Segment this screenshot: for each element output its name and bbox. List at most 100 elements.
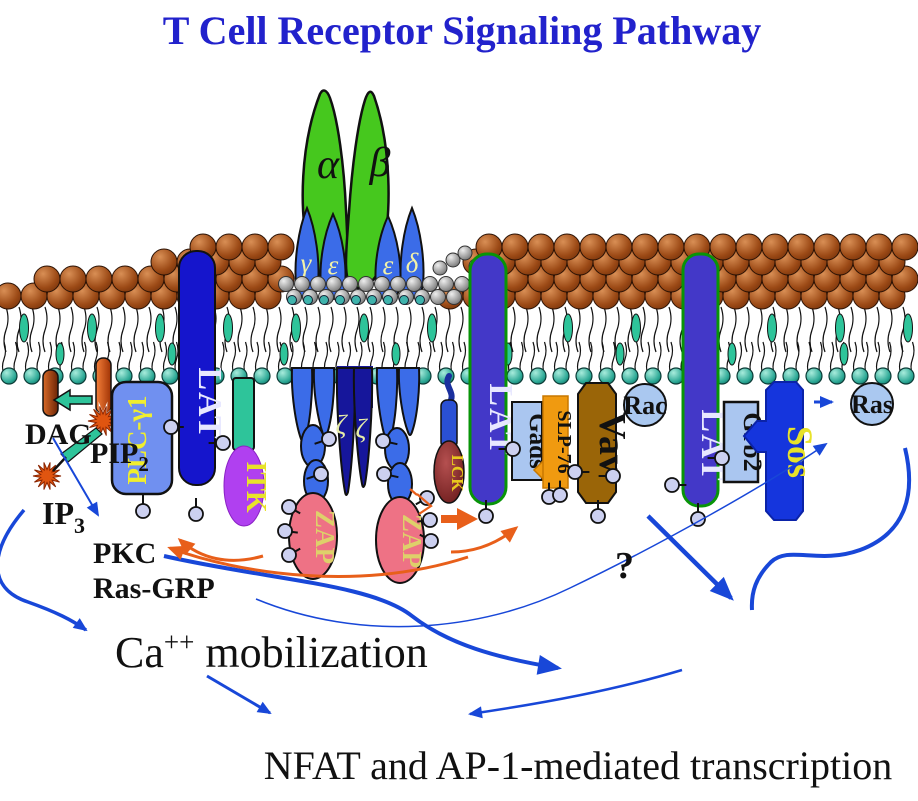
lipid-tail (254, 341, 260, 375)
lipid-head-outer (813, 233, 841, 261)
lipid-tail (24, 341, 30, 375)
lipid-tail (438, 341, 444, 375)
lipid-tail (668, 341, 674, 375)
lat-raft-cluster: LAT Gads SLP-76 Vav Rac (468, 252, 667, 506)
phosphate-icon (163, 419, 179, 435)
lipid-tail (760, 341, 766, 375)
cholesterol-icon (903, 313, 913, 343)
lipid-head-inner (736, 367, 754, 385)
raft-pebble (358, 276, 374, 292)
lipid-tail (553, 341, 559, 375)
epsilon-left-label: ε (328, 250, 339, 280)
ras-label: Ras (851, 390, 893, 419)
lipid-head-outer (631, 233, 659, 261)
lipid-head-inner (23, 367, 41, 385)
lat-left-protein (178, 250, 216, 486)
lipid-tail (354, 306, 360, 353)
lipid-tail (523, 306, 529, 353)
phosphate-icon (664, 477, 680, 493)
lipid-head-outer (527, 233, 555, 261)
lipid-tail (276, 306, 282, 353)
lipid-tail (640, 306, 646, 353)
cleave-left-arrow-icon (52, 388, 93, 412)
raft-head-small (303, 295, 313, 305)
lipid-tail (848, 306, 854, 353)
raft-pebble (454, 276, 470, 292)
ip3-to-ca-arrow (0, 508, 88, 632)
lipid-tail (93, 341, 99, 375)
lipid-second-messengers (32, 357, 123, 490)
raft-pebble (432, 260, 448, 276)
lipid-tail (622, 341, 628, 375)
lipid-tail (887, 306, 893, 353)
pip2-label: PIP2 (90, 437, 149, 476)
phosphate-icon (281, 499, 297, 515)
phosphate-icon (567, 464, 583, 480)
rac-label: Rac (623, 391, 666, 420)
signal-arrows (0, 396, 912, 719)
lipid-tail (576, 341, 582, 375)
slp76-label: SLP-76 (553, 410, 575, 473)
lipid-tail (16, 306, 22, 353)
lipid-tail (829, 341, 835, 375)
epsilon-right-label: ε (383, 250, 394, 280)
raft-pebble (430, 289, 446, 305)
lipid-tail (380, 306, 386, 353)
rac-down-arrow (646, 514, 734, 601)
lat-middle-protein (468, 252, 508, 506)
raft-pebble (390, 276, 406, 292)
lipid-head-outer (709, 233, 737, 261)
lipid-tail (874, 306, 880, 353)
lipid-head-outer (553, 233, 581, 261)
lck-label: LCK (448, 455, 467, 493)
lipid-head-outer (0, 282, 22, 310)
cholesterol-icon (427, 313, 437, 343)
lck-chevron-icon (409, 488, 433, 515)
lipid-head-outer (657, 233, 685, 261)
lipid-tail (461, 341, 467, 375)
raft-pebble (326, 276, 342, 292)
cholesterol-icon (563, 313, 573, 343)
lipid-tail (744, 306, 750, 353)
dag-to-pkc-arrow (52, 437, 100, 517)
lipid-head-inner (644, 367, 662, 385)
dag-label: DAG (25, 418, 92, 451)
phosphate-icon (422, 512, 438, 528)
lipid-head-inner (276, 367, 294, 385)
zap70-left-label: ZAP (310, 510, 340, 564)
ca-mobilization-label: Ca++ mobilization (115, 627, 428, 677)
lipid-head-inner (621, 367, 639, 385)
lipid-tail (341, 306, 347, 353)
cholesterol-icon (839, 342, 849, 366)
lipid-tail (599, 341, 605, 375)
pip2-lipid-rod (95, 357, 112, 415)
lipid-head-outer (59, 265, 87, 293)
raft-head-small (351, 295, 361, 305)
raft-head-small (383, 295, 393, 305)
lipid-tail (94, 306, 100, 353)
lipid-tail (822, 306, 828, 353)
lipid-tail (653, 306, 659, 353)
phosphate-icon (188, 506, 204, 522)
ca-to-nfat-arrow (206, 674, 272, 715)
lipid-head-inner (0, 367, 18, 385)
raft-pebble (445, 252, 461, 268)
cholesterol-icon (19, 313, 29, 343)
lipid-head-inner (529, 367, 547, 385)
plc-gamma1-protein (110, 380, 174, 496)
lipid-tail (162, 341, 168, 375)
raft-pebble (278, 276, 294, 292)
lipid-tail (645, 341, 651, 375)
lipid-head-outer (267, 233, 295, 261)
cholesterol-icon (279, 342, 289, 366)
sos-protein (742, 381, 804, 521)
lipid-head-inner (161, 367, 179, 385)
plc-gamma1-label: PLC-γ1 (122, 395, 152, 484)
lipid-head-outer (579, 233, 607, 261)
beta-label: β (369, 140, 391, 186)
cholesterol-icon (291, 313, 301, 343)
lipid-head-inner (828, 367, 846, 385)
lipid-tail (536, 306, 542, 353)
phosphate-icon (478, 508, 494, 524)
page-title: T Cell Receptor Signaling Pathway (163, 8, 762, 53)
